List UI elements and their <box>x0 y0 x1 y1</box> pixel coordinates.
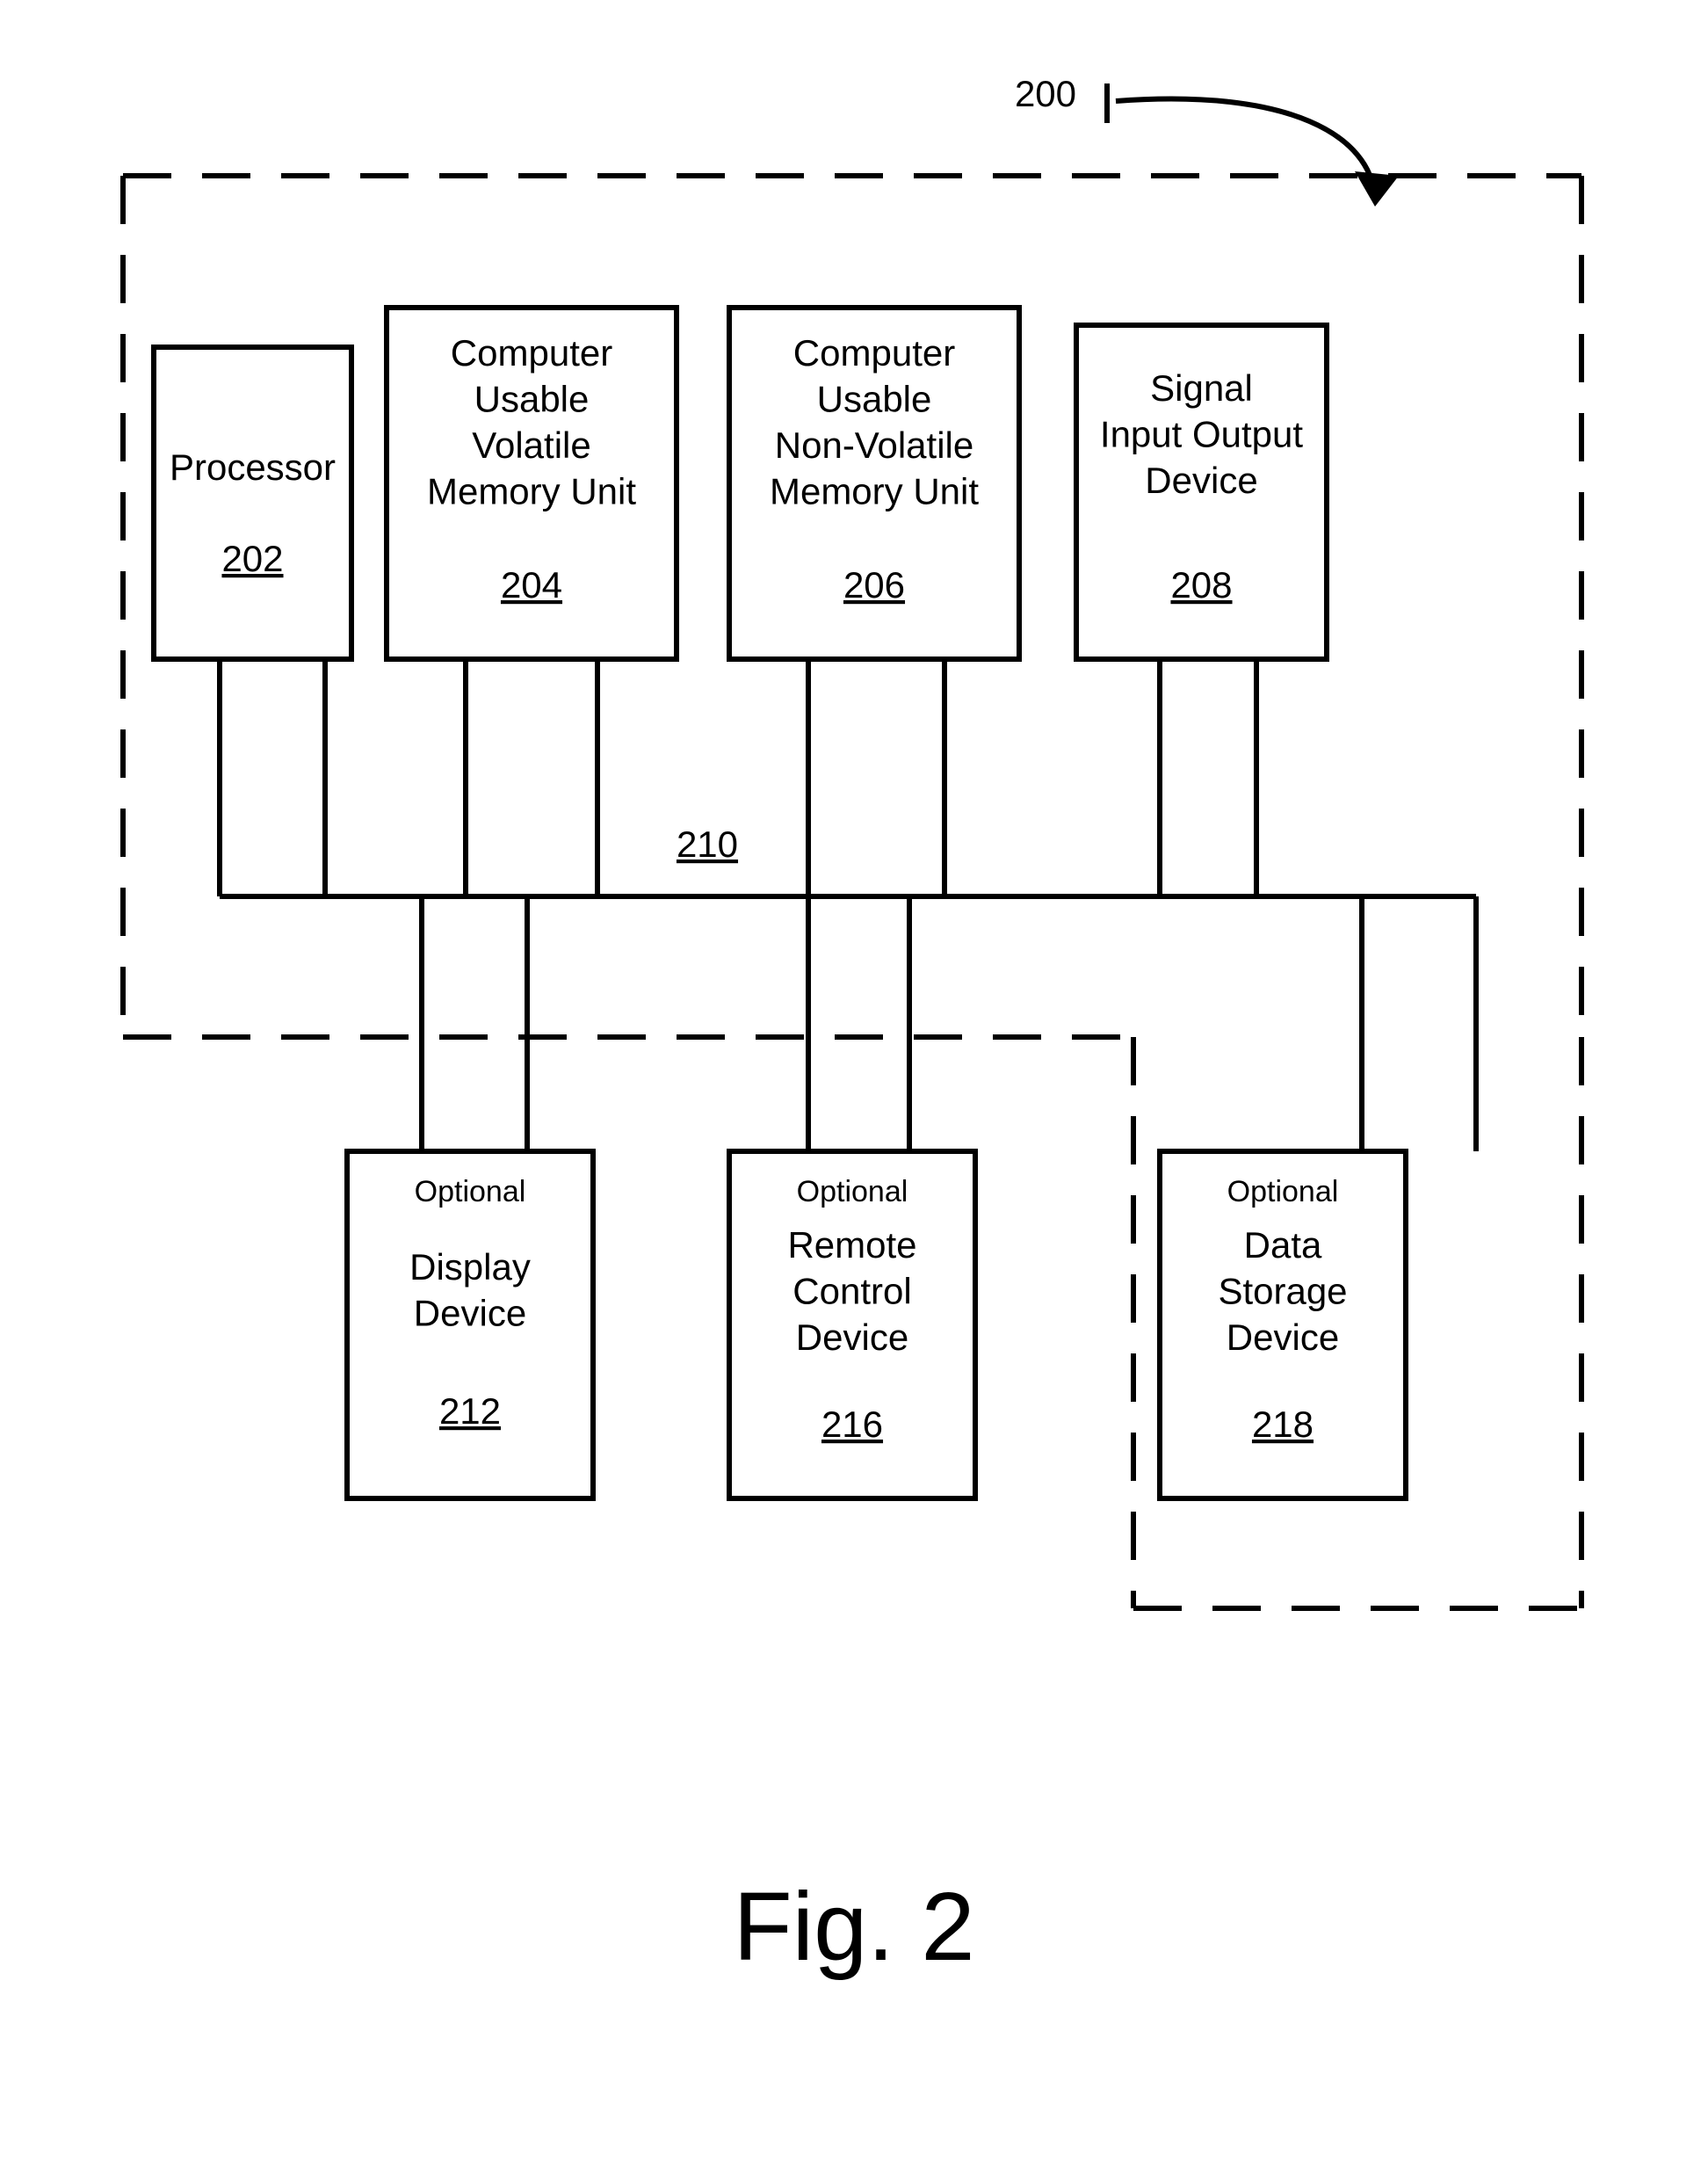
storage-ref: 218 <box>1252 1404 1314 1445</box>
remote-label-line-1: Control <box>792 1271 911 1312</box>
nonvolatile-label-line-2: Non-Volatile <box>775 424 973 466</box>
io-label-line-2: Device <box>1145 460 1257 501</box>
nonvolatile-ref: 206 <box>843 564 905 606</box>
display-ref: 212 <box>439 1390 501 1432</box>
volatile-label-line-1: Usable <box>474 379 590 420</box>
io-label-line-0: Signal <box>1150 367 1253 409</box>
volatile-label-line-2: Volatile <box>472 424 590 466</box>
io-ref: 208 <box>1170 564 1232 606</box>
remote-optional-label: Optional <box>797 1175 908 1208</box>
storage-label-line-0: Data <box>1244 1224 1322 1266</box>
display-label-line-0: Display <box>409 1246 531 1288</box>
nonvolatile-label-line-3: Memory Unit <box>770 471 979 512</box>
remote-label-line-2: Device <box>796 1317 908 1358</box>
processor-label-line-0: Processor <box>170 446 336 488</box>
io-label-line-1: Input Output <box>1100 414 1303 455</box>
figure-caption: Fig. 2 <box>733 1873 974 1981</box>
nonvolatile-label-line-1: Usable <box>817 379 932 420</box>
storage-label-line-1: Storage <box>1218 1271 1347 1312</box>
volatile-ref: 204 <box>501 564 562 606</box>
display-optional-label: Optional <box>415 1175 526 1208</box>
remote-label-line-0: Remote <box>787 1224 916 1266</box>
system-ref-label: 200 <box>1015 73 1076 114</box>
processor-ref: 202 <box>221 538 283 579</box>
display-label-line-1: Device <box>414 1293 526 1334</box>
volatile-label-line-0: Computer <box>451 332 612 374</box>
diagram-root: 200210Processor202ComputerUsableVolatile… <box>0 0 1708 2169</box>
storage-optional-label: Optional <box>1227 1175 1339 1208</box>
storage-label-line-2: Device <box>1227 1317 1339 1358</box>
bus-ref-label: 210 <box>677 823 738 865</box>
remote-ref: 216 <box>821 1404 883 1445</box>
nonvolatile-label-line-0: Computer <box>793 332 955 374</box>
volatile-label-line-3: Memory Unit <box>427 471 636 512</box>
figure-svg: 200210Processor202ComputerUsableVolatile… <box>0 0 1708 2169</box>
